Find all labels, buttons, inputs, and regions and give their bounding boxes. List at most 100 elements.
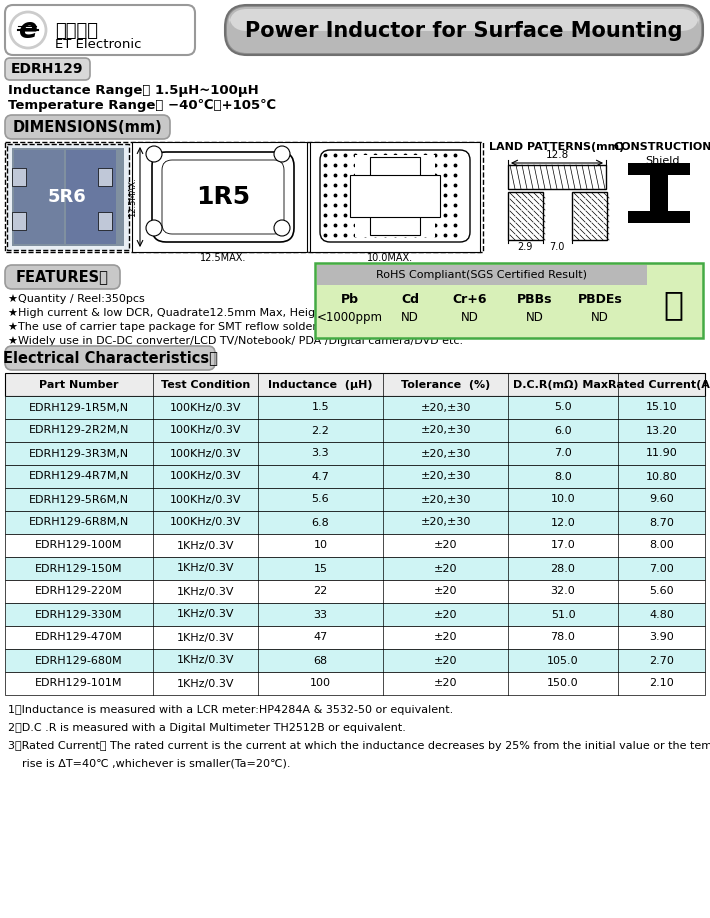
Text: ND: ND xyxy=(591,311,609,324)
Bar xyxy=(572,192,607,240)
Bar xyxy=(5,557,705,580)
Text: 100KHz/0.3V: 100KHz/0.3V xyxy=(170,402,241,412)
Text: PBBs: PBBs xyxy=(518,293,553,306)
Text: Rated Current(A): Rated Current(A) xyxy=(608,379,710,389)
Bar xyxy=(12,212,26,230)
FancyBboxPatch shape xyxy=(229,9,699,31)
Text: 12.5MAX.: 12.5MAX. xyxy=(200,253,246,263)
Text: EDRH129-330M: EDRH129-330M xyxy=(36,610,123,620)
Text: CONSTRUCTION: CONSTRUCTION xyxy=(613,142,710,152)
Text: 1KHz/0.3V: 1KHz/0.3V xyxy=(177,633,234,643)
Circle shape xyxy=(274,220,290,236)
Text: e: e xyxy=(18,16,38,44)
Bar xyxy=(628,163,690,175)
Bar xyxy=(98,212,112,230)
Bar xyxy=(66,150,116,244)
Text: EDRH129-5R6M,N: EDRH129-5R6M,N xyxy=(29,495,129,505)
Text: 2.10: 2.10 xyxy=(649,678,674,688)
Text: Cd: Cd xyxy=(401,293,419,306)
Text: ±20: ±20 xyxy=(434,655,457,666)
Text: ★High current & low DCR, Quadrate12.5mm Max, Height 10.0mm Max.: ★High current & low DCR, Quadrate12.5mm … xyxy=(8,308,407,318)
Bar xyxy=(5,142,483,252)
Text: ±20: ±20 xyxy=(434,587,457,597)
Text: 8.0: 8.0 xyxy=(554,472,572,482)
Bar xyxy=(5,419,705,442)
Bar xyxy=(310,142,480,252)
Text: 5.60: 5.60 xyxy=(649,587,674,597)
Text: 1KHz/0.3V: 1KHz/0.3V xyxy=(177,564,234,574)
Text: 3.3: 3.3 xyxy=(312,449,329,458)
Text: 2.9: 2.9 xyxy=(518,242,532,252)
Text: 100: 100 xyxy=(310,678,331,688)
FancyBboxPatch shape xyxy=(5,265,120,289)
Text: 5.6: 5.6 xyxy=(312,495,329,505)
FancyBboxPatch shape xyxy=(162,160,284,234)
Text: 8.70: 8.70 xyxy=(649,518,674,528)
Text: EDRH129-680M: EDRH129-680M xyxy=(36,655,123,666)
Text: 1.5: 1.5 xyxy=(312,402,329,412)
Bar xyxy=(7,144,129,250)
Text: PBDEs: PBDEs xyxy=(578,293,623,306)
Text: EDRH129-150M: EDRH129-150M xyxy=(36,564,123,574)
Bar xyxy=(5,511,705,534)
Circle shape xyxy=(146,220,162,236)
Text: ±20: ±20 xyxy=(434,633,457,643)
Text: 2.70: 2.70 xyxy=(649,655,674,666)
Text: 13.20: 13.20 xyxy=(645,426,677,435)
Text: 100KHz/0.3V: 100KHz/0.3V xyxy=(170,426,241,435)
Text: 47: 47 xyxy=(313,633,327,643)
FancyBboxPatch shape xyxy=(225,5,703,55)
Text: 22: 22 xyxy=(313,587,327,597)
Bar xyxy=(370,157,420,235)
Text: Shield: Shield xyxy=(646,156,680,166)
Text: 6.0: 6.0 xyxy=(555,426,572,435)
Text: EDRH129: EDRH129 xyxy=(11,62,83,76)
Text: 12.8: 12.8 xyxy=(545,150,569,160)
Bar xyxy=(5,373,705,396)
Text: 1KHz/0.3V: 1KHz/0.3V xyxy=(177,541,234,551)
Bar xyxy=(650,175,668,211)
Text: ±20,±30: ±20,±30 xyxy=(420,449,471,458)
Bar xyxy=(508,165,606,189)
Text: 100KHz/0.3V: 100KHz/0.3V xyxy=(170,495,241,505)
Text: 醒特电子: 醒特电子 xyxy=(55,22,98,40)
Text: ND: ND xyxy=(401,311,419,324)
Bar xyxy=(355,155,435,237)
Text: 10.0MAX.: 10.0MAX. xyxy=(367,253,413,263)
Text: 28.0: 28.0 xyxy=(550,564,575,574)
Text: 15.10: 15.10 xyxy=(645,402,677,412)
Text: 10: 10 xyxy=(314,541,327,551)
Text: 12.0: 12.0 xyxy=(551,518,575,528)
Text: Electrical Characteristics：: Electrical Characteristics： xyxy=(3,351,217,365)
Text: ND: ND xyxy=(526,311,544,324)
Text: 78.0: 78.0 xyxy=(550,633,575,643)
Text: Power Inductor for Surface Mounting: Power Inductor for Surface Mounting xyxy=(245,21,683,41)
Text: ★The use of carrier tape package for SMT reflow soldering process: ★The use of carrier tape package for SMT… xyxy=(8,322,381,332)
Text: 68: 68 xyxy=(313,655,327,666)
Bar xyxy=(5,488,705,511)
Text: 3.90: 3.90 xyxy=(649,633,674,643)
Text: 51.0: 51.0 xyxy=(551,610,575,620)
Text: 7.0: 7.0 xyxy=(550,242,564,252)
Text: 10.80: 10.80 xyxy=(645,472,677,482)
Text: 11.90: 11.90 xyxy=(645,449,677,458)
Bar xyxy=(350,175,440,217)
Text: 15: 15 xyxy=(314,564,327,574)
Bar xyxy=(12,168,26,186)
Text: 5R6: 5R6 xyxy=(48,188,87,206)
Bar xyxy=(508,192,543,240)
Circle shape xyxy=(274,146,290,162)
Text: 1KHz/0.3V: 1KHz/0.3V xyxy=(177,610,234,620)
Text: 100KHz/0.3V: 100KHz/0.3V xyxy=(170,472,241,482)
Text: Part Number: Part Number xyxy=(39,379,119,389)
Text: 3、Rated Current： The rated current is the current at which the inductance decrea: 3、Rated Current： The rated current is th… xyxy=(8,741,710,751)
Text: 105.0: 105.0 xyxy=(547,655,579,666)
Circle shape xyxy=(146,146,162,162)
Bar xyxy=(98,168,112,186)
Text: 100KHz/0.3V: 100KHz/0.3V xyxy=(170,518,241,528)
Text: 🌿: 🌿 xyxy=(663,288,683,321)
Text: Test Condition: Test Condition xyxy=(161,379,250,389)
Text: EDRH129-1R5M,N: EDRH129-1R5M,N xyxy=(29,402,129,412)
Bar xyxy=(5,396,705,419)
Text: 1R5: 1R5 xyxy=(196,185,250,209)
